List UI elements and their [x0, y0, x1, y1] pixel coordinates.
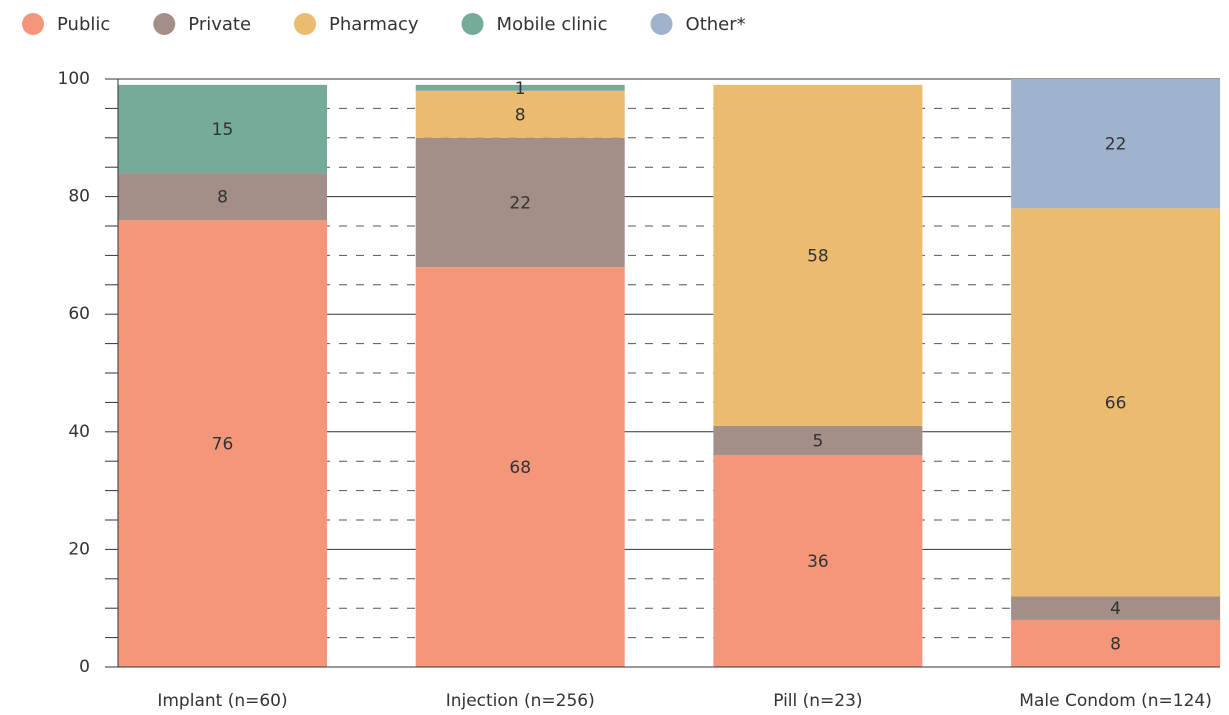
y-tick-label: 80	[68, 187, 90, 207]
data-label: 66	[1105, 393, 1127, 413]
legend-label: Public	[57, 14, 110, 35]
y-tick-label: 0	[79, 657, 90, 677]
y-tick-label: 60	[68, 304, 90, 324]
legend: Public Private Pharmacy Mobile clinic Other*	[22, 13, 746, 35]
bar-segment	[713, 425, 923, 456]
legend-label: Mobile clinic	[497, 14, 608, 35]
data-label: 5	[812, 432, 823, 452]
x-tick-label: Pill (n=23)	[773, 691, 862, 711]
x-tick-label: Implant (n=60)	[157, 691, 287, 711]
y-tick-label: 20	[68, 539, 90, 559]
legend-label: Other*	[686, 14, 746, 35]
data-label: 58	[807, 246, 829, 266]
legend-swatch	[22, 13, 44, 35]
legend-label: Pharmacy	[329, 14, 419, 35]
legend-label: Private	[188, 14, 251, 35]
bar-segment	[415, 84, 625, 91]
legend-swatch	[153, 13, 176, 35]
data-label: 8	[515, 105, 526, 125]
bar-segment	[118, 84, 327, 174]
x-tick-label: Male Condom (n=124)	[1019, 691, 1212, 711]
bar-segment	[415, 90, 625, 138]
data-label: 68	[509, 458, 531, 478]
legend-swatch	[650, 13, 673, 35]
bar-segment	[1011, 79, 1221, 209]
y-tick-label: 40	[68, 422, 90, 442]
data-label: 36	[807, 552, 829, 572]
data-label: 8	[1110, 634, 1121, 654]
data-label: 22	[509, 193, 531, 213]
data-label: 15	[212, 120, 234, 140]
bar-segment	[415, 137, 625, 268]
bar-segment	[713, 84, 923, 426]
legend-swatch	[461, 13, 484, 35]
data-label: 8	[217, 188, 228, 208]
bar-segment	[118, 220, 327, 667]
data-label: 4	[1110, 599, 1121, 619]
legend-swatch	[294, 13, 317, 35]
bar-segment	[415, 267, 625, 667]
data-label: 76	[212, 435, 234, 455]
bar-segment	[118, 173, 327, 221]
data-label: 22	[1105, 135, 1127, 155]
bar-segment	[713, 455, 923, 667]
data-label: 1	[515, 79, 526, 99]
bar-segment	[1011, 619, 1221, 667]
y-tick-label: 100	[58, 69, 90, 89]
bar-segment	[1011, 596, 1221, 620]
bar-segment	[1011, 208, 1221, 597]
x-tick-label: Injection (n=256)	[446, 691, 595, 711]
